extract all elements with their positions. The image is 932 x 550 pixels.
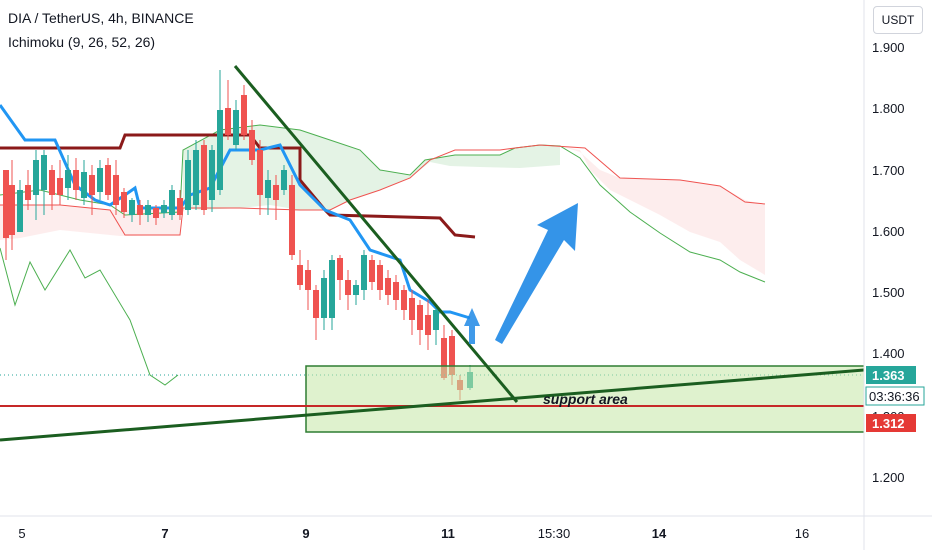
x-tick-label: 5 [18, 526, 25, 541]
candle-body [97, 168, 103, 192]
y-tick-label: 1.700 [872, 163, 905, 178]
candle-body [89, 175, 95, 195]
candle-body [313, 290, 319, 318]
candle-body [385, 278, 391, 295]
candle-body [441, 338, 447, 378]
x-tick-label: 7 [161, 526, 168, 541]
candle-body [449, 336, 455, 375]
candle-body [3, 170, 9, 238]
chart-title: DIA / TetherUS, 4h, BINANCE [8, 10, 194, 26]
candle-body [57, 178, 63, 195]
candle-body [425, 315, 431, 335]
candle-body [321, 278, 327, 318]
y-tick-label: 1.200 [872, 470, 905, 485]
candle-body [417, 305, 423, 330]
currency-button[interactable]: USDT [873, 6, 923, 34]
y-tick-label: 1.900 [872, 40, 905, 55]
candle-body [353, 285, 359, 295]
x-tick-label: 11 [441, 526, 455, 541]
candle-body [265, 180, 271, 198]
x-tick-label: 9 [302, 526, 309, 541]
countdown-tag: 03:36:36 [865, 386, 925, 406]
x-tick-label: 14 [652, 526, 667, 541]
candle-body [393, 282, 399, 300]
candle-body [233, 110, 239, 145]
candle-body [169, 190, 175, 215]
candle-body [297, 265, 303, 285]
y-tick-label: 1.800 [872, 101, 905, 116]
candlestick-series [3, 70, 473, 400]
candle-body [401, 290, 407, 310]
support-area-label: support area [543, 391, 628, 407]
support-price-tag: 1.312 [866, 414, 916, 432]
kumo-cloud-bearish [560, 146, 765, 275]
candle-body [25, 185, 31, 200]
candle-body [201, 145, 207, 210]
last-price-tag: 1.363 [866, 366, 916, 384]
kumo-cloud-bullish [183, 125, 560, 210]
candle-body [273, 185, 279, 200]
candle-body [361, 255, 367, 290]
candle-body [225, 108, 231, 135]
ascending-trendline[interactable] [0, 368, 864, 442]
candle-body [41, 155, 47, 190]
last-price-value: 1.363 [872, 368, 905, 383]
candle-body [73, 170, 79, 190]
candle-body [145, 205, 151, 215]
kijun-sen [0, 133, 476, 239]
candle-body [369, 260, 375, 282]
candle-body [49, 170, 55, 195]
x-tick-label: 16 [795, 526, 809, 541]
candle-body [249, 130, 255, 160]
chikou-span [0, 247, 179, 386]
candle-body [105, 165, 111, 195]
candle-body [161, 205, 167, 213]
candle-body [193, 150, 199, 205]
candle-body [137, 205, 143, 215]
candle-body [113, 175, 119, 205]
candle-body [329, 260, 335, 318]
candle-body [281, 170, 287, 190]
candle-body [241, 95, 247, 135]
support-price-value: 1.312 [872, 416, 905, 431]
senkou-span-a [0, 124, 766, 283]
candle-body [81, 172, 87, 198]
bounce-arrow-up [464, 308, 480, 344]
candle-body [129, 200, 135, 215]
candle-body [65, 170, 71, 188]
candle-body [433, 310, 439, 330]
tenkan-sen [0, 104, 471, 320]
candle-body [217, 110, 223, 190]
candle-body [305, 270, 311, 290]
candle-body [409, 298, 415, 320]
candle-body [177, 198, 183, 215]
countdown-value: 03:36:36 [869, 389, 920, 404]
candle-body [289, 185, 295, 255]
y-tick-label: 1.600 [872, 224, 905, 239]
candle-body [345, 280, 351, 295]
candle-body [121, 192, 127, 212]
senkou-span-b [0, 144, 766, 236]
projection-arrow [495, 203, 578, 344]
candle-body [377, 265, 383, 290]
candle-body [185, 160, 191, 210]
x-tick-label: 15:30 [538, 526, 571, 541]
indicator-legend[interactable]: Ichimoku (9, 26, 52, 26) [8, 34, 156, 50]
candle-body [9, 185, 15, 235]
y-tick-label: 1.400 [872, 346, 905, 361]
candle-body [33, 160, 39, 195]
candle-body [337, 258, 343, 280]
candle-body [17, 190, 23, 232]
candle-body [209, 150, 215, 200]
candle-body [153, 208, 159, 218]
y-tick-label: 1.500 [872, 285, 905, 300]
descending-trendline[interactable] [233, 65, 519, 403]
time-axis[interactable]: 5 7 9 11 15:30 14 16 [18, 526, 809, 541]
plot-area[interactable]: support area [0, 65, 866, 442]
candle-body [257, 150, 263, 195]
